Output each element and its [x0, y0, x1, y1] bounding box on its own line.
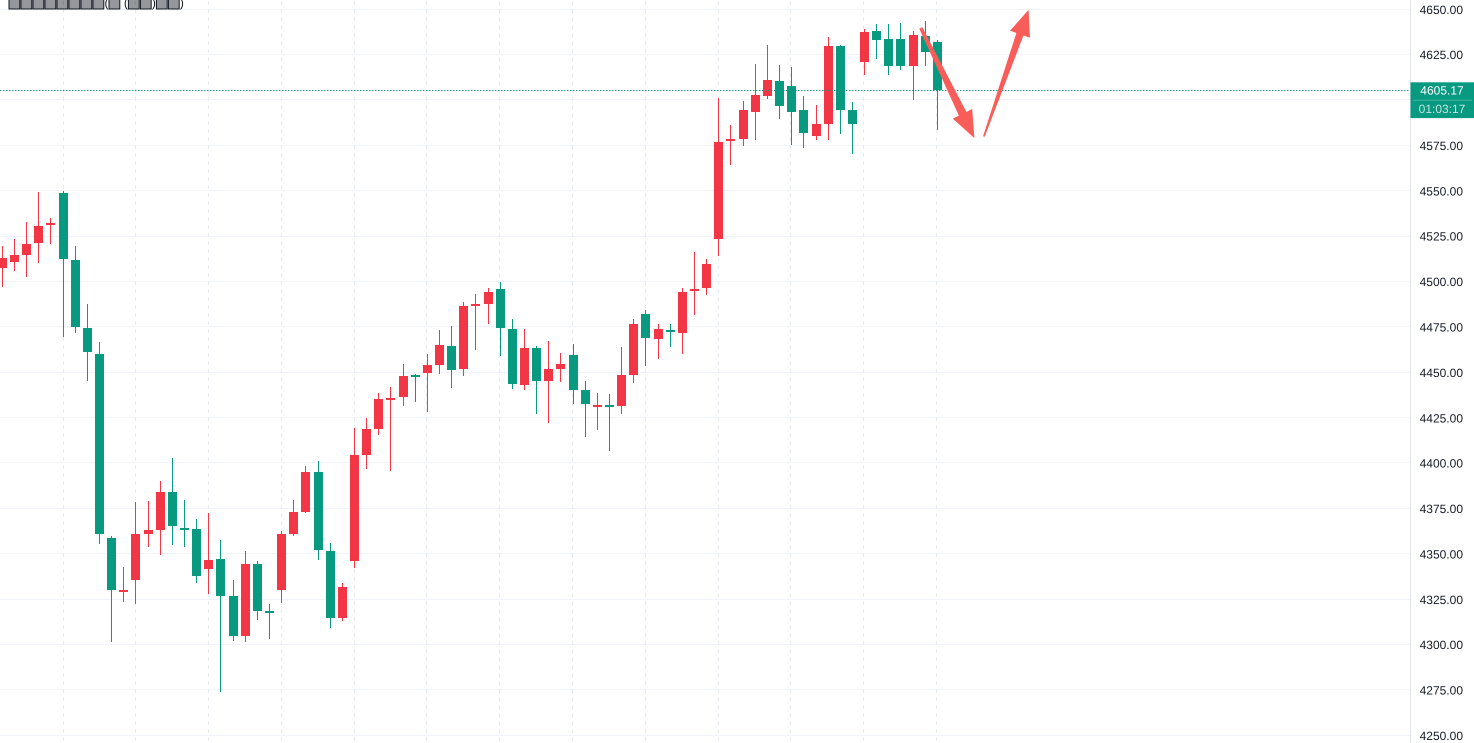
svg-text:4375.00: 4375.00	[1420, 502, 1464, 516]
svg-text:4450.00: 4450.00	[1420, 366, 1464, 380]
svg-text:): )	[180, 0, 184, 10]
svg-text:4300.00: 4300.00	[1420, 638, 1464, 652]
svg-text:4500.00: 4500.00	[1420, 275, 1464, 289]
svg-text:4475.00: 4475.00	[1420, 321, 1464, 335]
svg-text:4525.00: 4525.00	[1420, 230, 1464, 244]
svg-text:): )	[152, 0, 156, 10]
svg-text:4575.00: 4575.00	[1420, 139, 1464, 153]
svg-text:4250.00: 4250.00	[1420, 729, 1464, 743]
svg-text:4625.00: 4625.00	[1420, 48, 1464, 62]
svg-text:4650.00: 4650.00	[1420, 3, 1464, 17]
svg-text:4400.00: 4400.00	[1420, 457, 1464, 471]
svg-text:01:03:17: 01:03:17	[1419, 102, 1466, 116]
svg-text:4350.00: 4350.00	[1420, 547, 1464, 561]
svg-text:4275.00: 4275.00	[1420, 684, 1464, 698]
svg-text:(: (	[124, 0, 128, 10]
svg-text:4425.00: 4425.00	[1420, 411, 1464, 425]
svg-text:4605.17: 4605.17	[1420, 84, 1464, 98]
svg-text:4550.00: 4550.00	[1420, 184, 1464, 198]
svg-text:(: (	[105, 0, 109, 10]
svg-text:4325.00: 4325.00	[1420, 593, 1464, 607]
